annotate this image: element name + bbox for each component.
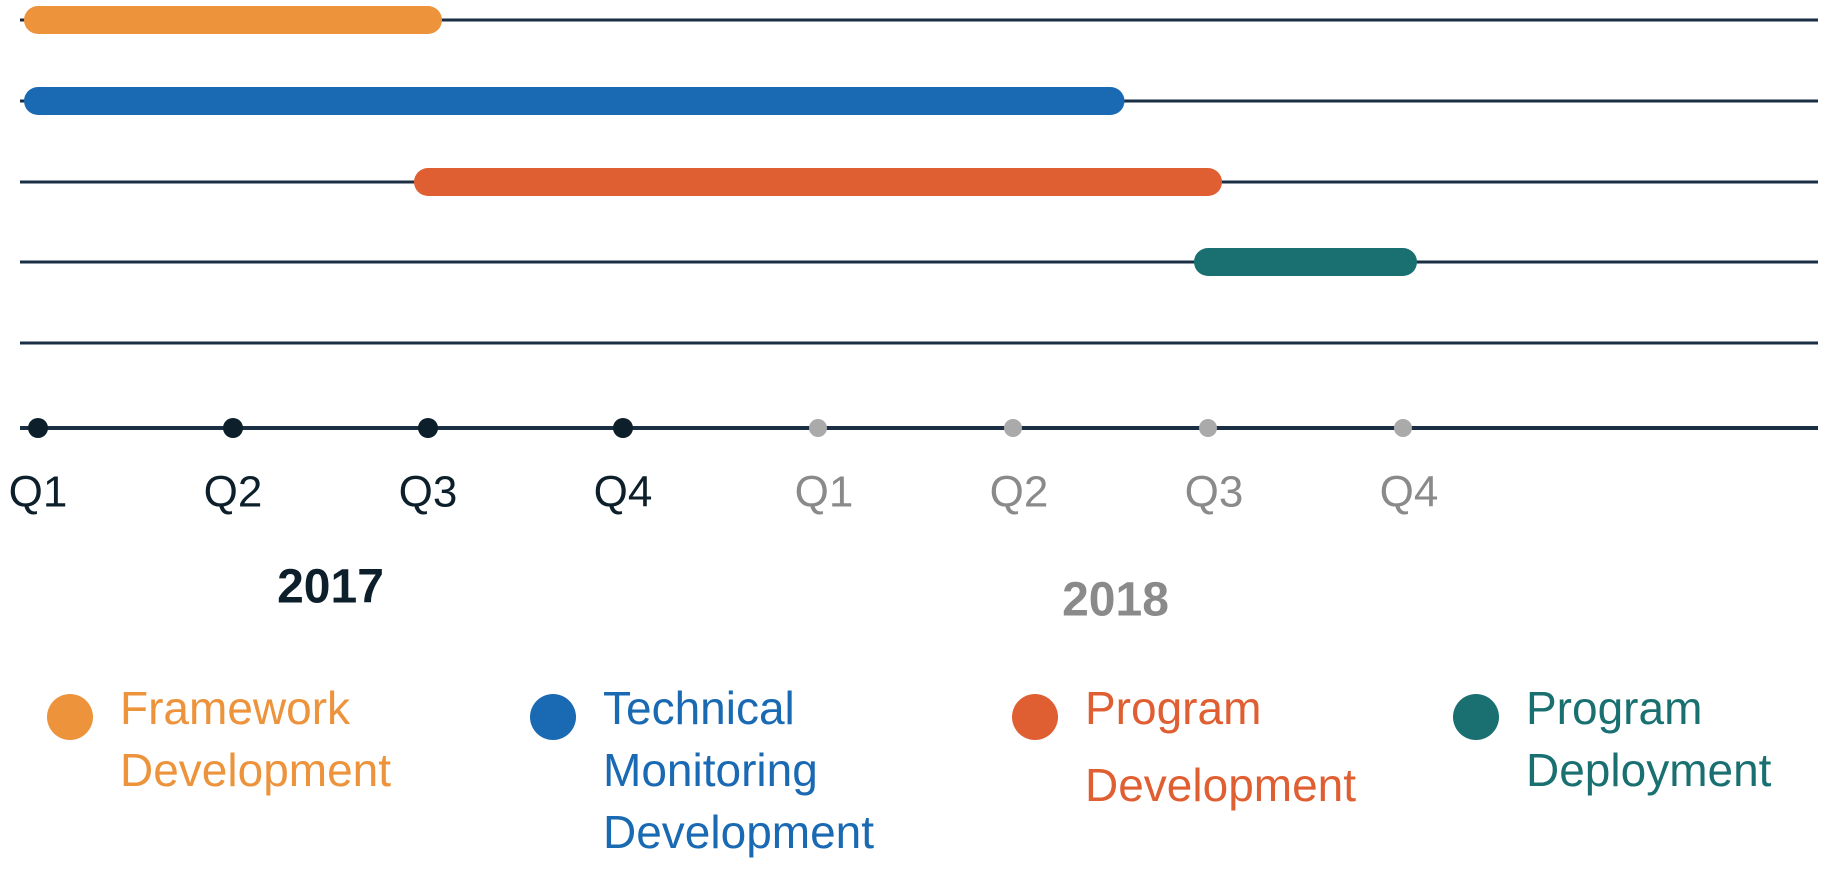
legend-label: Framework <box>120 682 351 734</box>
quarter-label: Q3 <box>399 468 458 517</box>
quarter-label: Q4 <box>1380 468 1439 517</box>
quarter-dot <box>418 418 438 438</box>
legend-swatch <box>47 694 93 740</box>
quarter-dot <box>223 418 243 438</box>
quarter-label: Q2 <box>204 468 263 517</box>
legend-label: Development <box>1085 759 1356 811</box>
quarter-label: Q2 <box>990 468 1049 517</box>
quarter-label: Q3 <box>1185 468 1244 517</box>
legend-label: Program <box>1526 682 1702 734</box>
quarter-dot <box>1199 419 1217 437</box>
quarter-dot <box>613 418 633 438</box>
legend-label: Development <box>120 744 391 796</box>
quarter-label: Q1 <box>9 468 68 517</box>
legend-label: Program <box>1085 682 1261 734</box>
legend-label: Monitoring <box>603 744 818 796</box>
legend-swatch <box>1012 694 1058 740</box>
legend-label: Deployment <box>1526 744 1772 796</box>
legend-swatch <box>1453 694 1499 740</box>
legend-swatch <box>530 694 576 740</box>
quarter-dot <box>1394 419 1412 437</box>
quarter-dot <box>809 419 827 437</box>
quarter-label: Q1 <box>795 468 854 517</box>
legend-label: Development <box>603 806 874 858</box>
quarter-dot <box>1004 419 1022 437</box>
legend-label: Technical <box>603 682 795 734</box>
year-label: 2018 <box>1062 574 1169 627</box>
quarter-label: Q4 <box>594 468 653 517</box>
year-label: 2017 <box>277 561 384 614</box>
quarter-dot <box>28 418 48 438</box>
